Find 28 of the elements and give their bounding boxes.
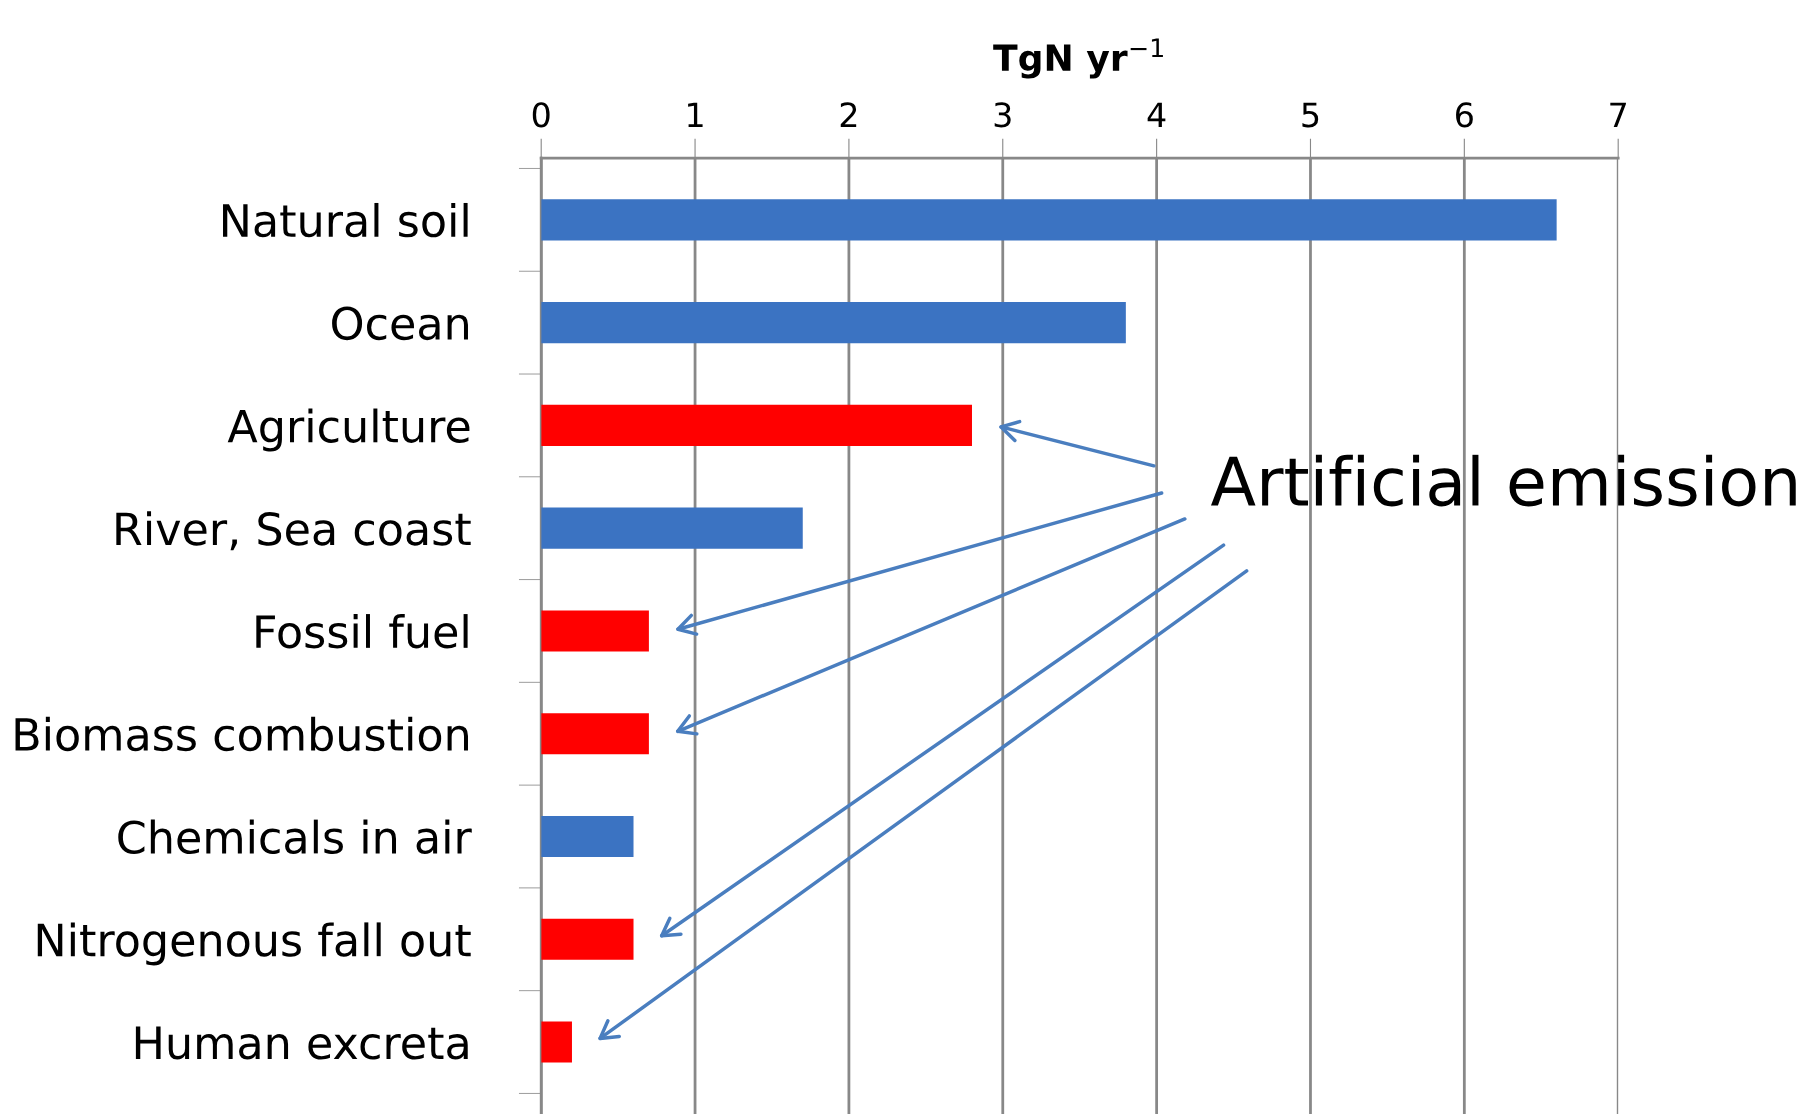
x-tick-label: 6 <box>1456 102 1473 128</box>
y-tick-label: Fossil fuel <box>256 614 468 649</box>
bar <box>541 610 649 652</box>
x-tick-label: 5 <box>1302 102 1319 128</box>
y-tick-label: Natural soil <box>223 202 468 238</box>
x-axis-title: TgN yr$^{−1}$ <box>993 38 1163 79</box>
bar <box>541 1021 572 1063</box>
y-tick-label: Nitrogenous fall out <box>37 922 471 966</box>
bar <box>541 302 1126 344</box>
y-tick-label: River, Sea coast <box>116 511 471 551</box>
bar <box>541 199 1557 241</box>
y-tick-label: Human excreta <box>135 1026 468 1060</box>
x-tick-label: 7 <box>1610 102 1626 127</box>
annotation: Artificial emission <box>1210 454 1796 507</box>
x-tick-label: 0 <box>532 102 550 128</box>
y-tick-label: Agriculture <box>227 408 470 452</box>
y-tick-label: Biomass combustion <box>15 716 468 752</box>
y-tick-label: Chemicals in air <box>118 819 472 855</box>
x-tick-label: 3 <box>994 102 1011 128</box>
bar <box>541 713 649 755</box>
bar <box>541 815 634 858</box>
bar <box>541 507 803 549</box>
bar <box>541 404 972 446</box>
x-tick-label: 2 <box>840 102 857 127</box>
x-tick-label: 4 <box>1147 102 1166 127</box>
x-tick-label: 1 <box>688 102 703 127</box>
y-tick-label: Ocean <box>332 306 468 341</box>
bar <box>541 918 634 960</box>
